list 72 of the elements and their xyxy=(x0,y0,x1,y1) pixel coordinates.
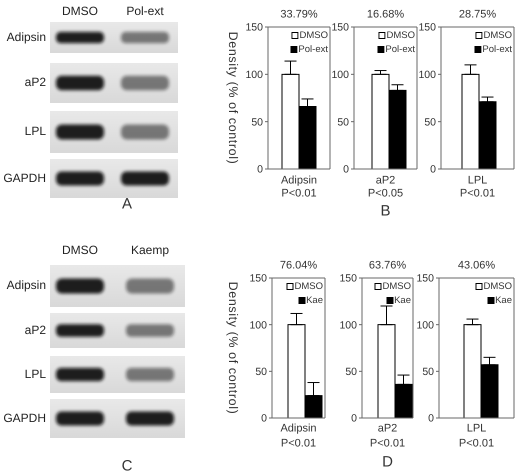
y-tick-label: 50 xyxy=(251,116,264,128)
x-axis-title: Adipsin xyxy=(280,422,317,436)
y-tick-label: 100 xyxy=(339,319,358,332)
chart-title: 28.75% xyxy=(458,8,496,22)
legend-label: Pol-ext xyxy=(482,44,512,55)
category-label: aP2 xyxy=(24,75,46,90)
legend-label: DMSO xyxy=(484,281,512,292)
y-tick-label: 50 xyxy=(337,116,350,128)
chart-title: 43.06% xyxy=(458,260,496,272)
y-axis-title: Density (% of control) xyxy=(225,282,240,414)
text: A xyxy=(122,195,132,213)
category-label: LPL xyxy=(24,366,46,381)
text: P<0.01 xyxy=(281,188,317,200)
category-label: LPL xyxy=(24,124,46,138)
text: D xyxy=(382,453,393,471)
y-tick-label: 150 xyxy=(245,22,264,34)
y-tick-label: 100 xyxy=(416,319,434,332)
y-tick-label: 50 xyxy=(255,366,268,378)
text: P<0.01 xyxy=(460,188,496,200)
y-tick-label: 150 xyxy=(418,22,436,34)
y-tick-label: 50 xyxy=(422,366,434,378)
y-axis-title: Density (% of control) xyxy=(225,32,240,164)
text: P<0.01 xyxy=(280,438,316,450)
y-tick-label: 150 xyxy=(416,272,434,285)
y-tick-label: 100 xyxy=(245,69,264,82)
legend-label: Pol-ext xyxy=(385,44,415,55)
category-label: GAPDH xyxy=(3,410,46,425)
y-tick-label: 150 xyxy=(339,272,358,285)
legend-label: DMSO xyxy=(484,30,512,42)
x-axis-title: Adipsin xyxy=(280,174,318,188)
y-tick-label: 0 xyxy=(430,164,436,176)
x-axis-title: LPL xyxy=(466,422,486,436)
y-tick-label: 50 xyxy=(424,116,436,128)
x-axis-title: aP2 xyxy=(376,174,396,188)
legend-label: Kae xyxy=(495,294,512,306)
chart-title: 63.76% xyxy=(368,260,406,272)
y-tick-label: 0 xyxy=(428,412,434,425)
x-axis-title: LPL xyxy=(468,174,488,188)
category-label: DMSO xyxy=(62,4,98,19)
text: P<0.05 xyxy=(368,188,404,200)
chart-title: 76.04% xyxy=(280,260,318,272)
chart-title: 16.68% xyxy=(366,8,404,22)
legend-label: Pol-ext xyxy=(298,44,328,55)
text: P<0.01 xyxy=(458,438,494,450)
legend-label: Kae xyxy=(306,294,323,306)
legend-label: DMSO xyxy=(294,281,323,292)
y-tick-label: 100 xyxy=(249,319,268,332)
legend-label: Kae xyxy=(394,294,411,306)
y-tick-label: 0 xyxy=(343,164,350,176)
text: B xyxy=(380,202,391,220)
y-tick-label: 0 xyxy=(257,164,264,176)
category-label: Adipsin xyxy=(6,30,46,44)
category-label: aP2 xyxy=(24,322,46,337)
category-label: Pol-ext xyxy=(126,4,164,19)
category-label: Adipsin xyxy=(6,278,46,292)
y-tick-label: 50 xyxy=(345,366,358,378)
y-tick-label: 100 xyxy=(331,69,350,82)
legend-label: DMSO xyxy=(382,281,411,292)
y-tick-label: 0 xyxy=(261,412,268,425)
text: P<0.01 xyxy=(370,438,406,450)
category-label: DMSO xyxy=(62,243,98,258)
x-axis-title: aP2 xyxy=(378,422,398,436)
chart-title: 33.79% xyxy=(280,8,318,22)
y-tick-label: 100 xyxy=(418,69,436,82)
y-tick-label: 150 xyxy=(331,22,350,34)
y-tick-label: 150 xyxy=(249,272,268,285)
category-label: Kaemp xyxy=(130,243,170,258)
y-tick-label: 0 xyxy=(351,412,358,425)
text: C xyxy=(122,457,132,475)
legend-label: DMSO xyxy=(386,30,415,42)
category-label: GAPDH xyxy=(3,170,46,185)
legend-label: DMSO xyxy=(300,30,328,42)
